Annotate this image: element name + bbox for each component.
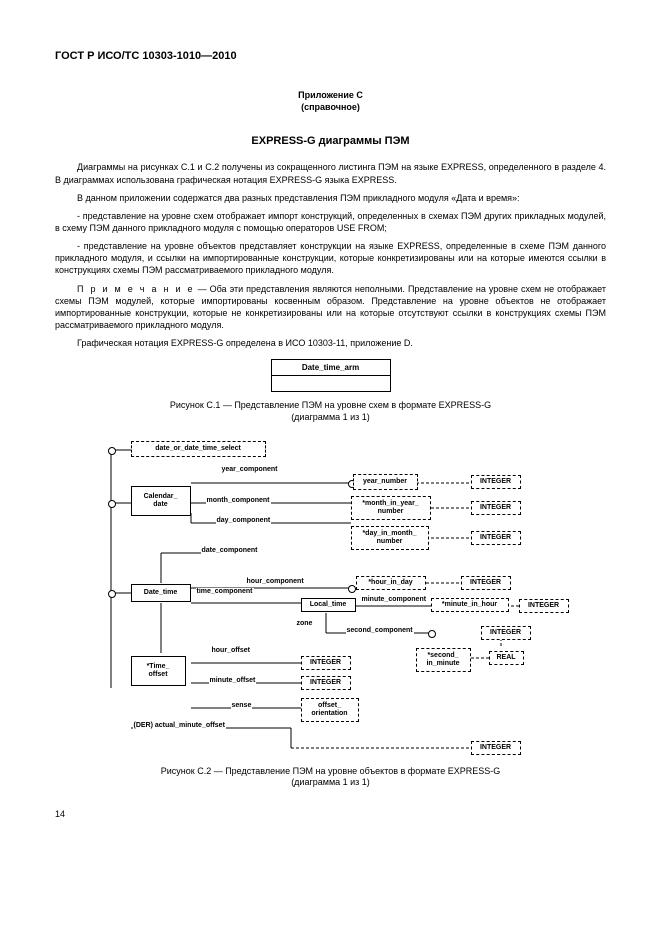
node-integer: INTEGER [471, 741, 521, 755]
node-circle [428, 630, 436, 638]
node-integer: INTEGER [461, 576, 511, 590]
edge-sense: sense [231, 702, 253, 709]
figc1-caption-line2: (диаграмма 1 из 1) [291, 412, 370, 422]
appendix-label: Приложение С [55, 90, 606, 102]
node-circle [108, 590, 116, 598]
node-calendar-date: Calendar_ date [131, 486, 191, 516]
note-paragraph: П р и м е ч а н и е — Оба эти представле… [55, 283, 606, 332]
edge-time-component: time_component [196, 588, 254, 595]
node-integer: INTEGER [471, 531, 521, 545]
edge-second-component: second_component [346, 627, 414, 634]
node-integer: INTEGER [471, 475, 521, 489]
edge-month-component: month_component [206, 497, 271, 504]
edge-zone: zone [296, 620, 314, 627]
node-year-number: year_number [353, 474, 418, 490]
edge-hour-offset: hour_offset [211, 647, 252, 654]
node-day-in-month: *day_in_month_ number [351, 526, 429, 550]
paragraph-1: Диаграммы на рисунках С.1 и С.2 получены… [55, 161, 606, 185]
figc1-box-label: Date_time_arm [271, 359, 391, 375]
paragraph-4: Графическая нотация EXPRESS-G определена… [55, 337, 606, 349]
node-offset-orientation: offset_ orientation [301, 698, 359, 722]
paragraph-2a: - представление на уровне схем отображае… [55, 210, 606, 234]
paragraph-2: В данном приложении содержатся два разны… [55, 192, 606, 204]
figure-c1-caption: Рисунок С.1 — Представление ПЭМ на уровн… [55, 400, 606, 423]
node-local-time: Local_time [301, 598, 356, 612]
node-real: REAL [489, 651, 524, 665]
node-circle [108, 447, 116, 455]
node-hour-in-day: *hour_in_day [356, 576, 426, 590]
edge-date-component: date_component [201, 547, 259, 554]
figc1-box-empty [271, 375, 391, 392]
appendix-note: (справочное) [55, 102, 606, 114]
node-minute-in-hour: *minute_in_hour [431, 598, 509, 612]
page-number: 14 [55, 809, 606, 819]
note-label: П р и м е ч а н и е [77, 284, 195, 294]
node-second-in-minute: *second_ in_minute [416, 648, 471, 672]
appendix-header: Приложение С (справочное) [55, 90, 606, 113]
node-month-in-year: *month_in_year_ number [351, 496, 431, 520]
node-integer: INTEGER [301, 656, 351, 670]
node-integer: INTEGER [471, 501, 521, 515]
figc2-caption-line1: Рисунок С.2 — Представление ПЭМ на уровн… [161, 766, 501, 776]
figure-c2-caption: Рисунок С.2 — Представление ПЭМ на уровн… [55, 766, 606, 789]
node-date-time: Date_time [131, 584, 191, 602]
edge-day-component: day_component [216, 517, 272, 524]
figc2-caption-line2: (диаграмма 1 из 1) [291, 777, 370, 787]
section-title: EXPRESS-G диаграммы ПЭМ [55, 135, 606, 147]
document-id: ГОСТ Р ИСО/ТС 10303-1010—2010 [55, 50, 606, 62]
node-time-offset: *Time_ offset [131, 656, 186, 686]
figure-c1: Date_time_arm [271, 359, 391, 392]
node-integer: INTEGER [519, 599, 569, 613]
node-select: date_or_date_time_select [131, 441, 266, 457]
node-integer: INTEGER [301, 676, 351, 690]
edge-minute-component: minute_component [361, 596, 428, 603]
paragraph-2b: - представление на уровне объектов предс… [55, 240, 606, 276]
figc1-caption-line1: Рисунок С.1 — Представление ПЭМ на уровн… [170, 400, 491, 410]
edge-year-component: year_component [221, 466, 279, 473]
node-circle [108, 500, 116, 508]
figure-c2-diagram: date_or_date_time_select Calendar_ date … [91, 438, 571, 758]
node-circle [348, 585, 356, 593]
edge-minute-offset: minute_offset [209, 677, 257, 684]
edge-actual-minute-offset: (DER) actual_minute_offset [133, 722, 226, 729]
node-integer: INTEGER [481, 626, 531, 640]
edge-hour-component: hour_component [246, 578, 305, 585]
